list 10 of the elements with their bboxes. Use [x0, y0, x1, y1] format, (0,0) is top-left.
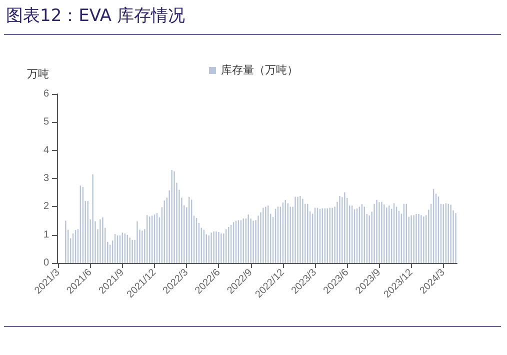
y-tick-label: 6 — [43, 88, 50, 100]
y-tick-label: 2 — [43, 201, 50, 212]
y-tick-label: 1 — [43, 229, 50, 240]
y-tick-label: 4 — [43, 144, 50, 156]
y-axis-title: 万吨 — [27, 68, 49, 80]
y-tick-label: 3 — [43, 173, 50, 184]
chart-title: 图表12：EVA 库存情况 — [6, 5, 185, 27]
y-tick-label: 5 — [43, 116, 50, 128]
legend-label: 库存量（万吨） — [221, 64, 298, 76]
y-tick-label: 0 — [43, 258, 50, 268]
